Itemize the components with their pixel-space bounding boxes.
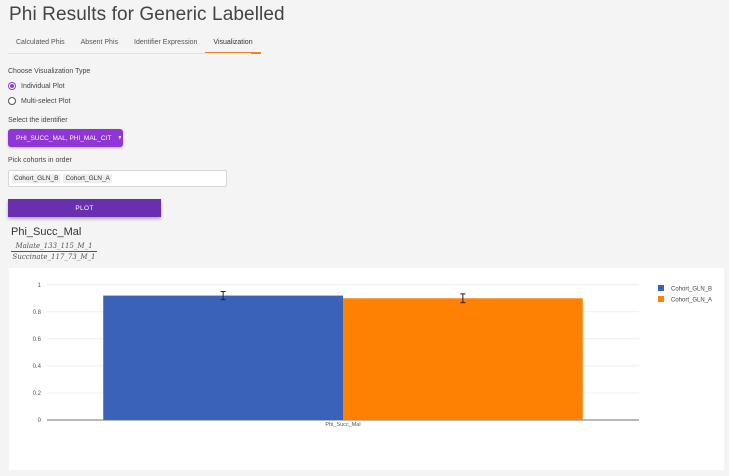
y-tick-label: 0 xyxy=(38,418,42,424)
y-axis-ticks: 0 0.2 0.4 0.6 0.8 1 xyxy=(33,283,42,424)
chart-bars xyxy=(103,295,583,420)
radio-multi-select-plot-label: Multi-select Plot xyxy=(21,97,71,105)
y-tick-label: 0.8 xyxy=(33,310,42,316)
tab-visualization[interactable]: Visualization xyxy=(205,36,261,54)
legend-label: Cohort_GLN_B xyxy=(671,287,712,293)
cohorts-label: Pick cohorts in order xyxy=(8,157,72,164)
y-tick-label: 0.6 xyxy=(33,337,42,343)
formula-denominator: Succinate_117_73_M_1 xyxy=(12,253,96,261)
cohort-chip[interactable]: Cohort_GLN_A xyxy=(63,174,112,183)
y-tick-label: 0.4 xyxy=(33,364,42,370)
radio-unchecked-icon[interactable] xyxy=(8,97,16,105)
x-tick-label: Phi_Succ_Mal xyxy=(325,422,360,428)
phi-formula: Malate_133_115_M_1 Succinate_117_73_M_1 xyxy=(11,242,97,261)
caret-down-icon: ▼ xyxy=(117,135,123,141)
bar xyxy=(103,295,344,420)
legend-label: Cohort_GLN_A xyxy=(671,298,712,304)
error-bar xyxy=(220,291,226,301)
radio-checked-icon[interactable] xyxy=(8,82,16,90)
tab-divider xyxy=(8,53,251,54)
chart-legend: Cohort_GLN_B Cohort_GLN_A xyxy=(658,285,712,304)
x-axis-labels: Phi_Succ_Mal xyxy=(325,422,360,428)
cohort-chip[interactable]: Cohort_GLN_B xyxy=(12,174,61,183)
tab-bar: Calculated Phis Absent Phis Identifier E… xyxy=(8,36,261,54)
tab-absent-phis[interactable]: Absent Phis xyxy=(80,39,118,46)
tab-identifier-expression[interactable]: Identifier Expression xyxy=(134,39,198,46)
legend-swatch xyxy=(658,296,664,302)
chart-error-bars xyxy=(220,291,466,304)
bar-chart: 0 0.2 0.4 0.6 0.8 1 Phi_Succ_Mal Cohort_GLN_B… xyxy=(33,283,712,428)
identifier-label: Select the identifier xyxy=(8,117,68,124)
radio-multi-select-plot[interactable]: Multi-select Plot xyxy=(8,97,70,105)
error-bar xyxy=(460,293,466,304)
cohort-multiselect-input[interactable]: Cohort_GLN_B Cohort_GLN_A xyxy=(8,170,227,187)
radio-individual-plot[interactable]: Individual Plot xyxy=(8,82,65,90)
legend-item[interactable]: Cohort_GLN_A xyxy=(658,296,712,304)
y-tick-label: 0.2 xyxy=(33,391,42,397)
plot-title: Phi_Succ_Mal xyxy=(11,226,82,238)
tab-calculated-phis[interactable]: Calculated Phis xyxy=(16,39,65,46)
radio-individual-plot-label: Individual Plot xyxy=(21,82,65,90)
bar xyxy=(343,298,583,420)
viz-type-label: Choose Visualization Type xyxy=(8,68,91,75)
plot-button[interactable]: PLOT xyxy=(8,199,161,217)
identifier-select[interactable]: PHI_SUCC_MAL, PHI_MAL_CIT ▼ xyxy=(8,129,123,147)
identifier-select-value: PHI_SUCC_MAL, PHI_MAL_CIT xyxy=(16,134,112,142)
y-tick-label: 1 xyxy=(38,283,42,289)
legend-swatch xyxy=(658,285,664,291)
chart-panel: 0 0.2 0.4 0.6 0.8 1 Phi_Succ_Mal Cohort_GLN_B… xyxy=(9,268,724,470)
page-title: Phi Results for Generic Labelled xyxy=(9,4,285,25)
legend-item[interactable]: Cohort_GLN_B xyxy=(658,285,712,293)
formula-numerator: Malate_133_115_M_1 xyxy=(11,242,97,252)
